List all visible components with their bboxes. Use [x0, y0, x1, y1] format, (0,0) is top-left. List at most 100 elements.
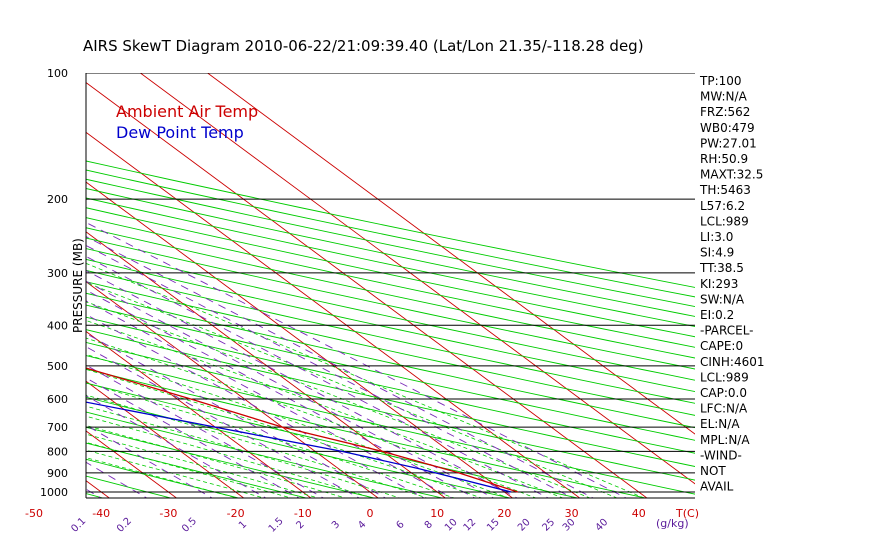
sounding-index: SI:4.9	[700, 246, 734, 260]
bottom-temp-tick-label: 0	[367, 507, 374, 520]
sounding-index: TT:38.5	[699, 261, 744, 275]
mixing-ratio-label: 4	[356, 519, 368, 531]
isotherm	[86, 181, 514, 498]
isotherm	[86, 380, 245, 498]
isotherm	[86, 281, 379, 498]
mixing-ratio-line	[86, 221, 628, 498]
pressure-tick-label: 700	[47, 421, 68, 434]
dry-adiabat	[86, 396, 512, 498]
pressure-tick-labels: 100 200 300 400 500 600 700 800 900 1000	[40, 67, 68, 499]
dry-adiabat	[86, 329, 695, 467]
sounding-index: CAP:0.0	[700, 386, 747, 400]
pressure-tick-label: 100	[47, 67, 68, 80]
sounding-index: LCL:989	[700, 370, 749, 384]
mixing-ratio-label: 40	[594, 517, 611, 534]
bottom-temp-tick-label: -20	[227, 507, 245, 520]
dry-adiabat	[86, 341, 695, 481]
dry-adiabat	[86, 426, 376, 498]
legend-ambient-air-temp: Ambient Air Temp	[116, 102, 258, 121]
sounding-index: FRZ:562	[700, 105, 750, 119]
sounding-index: SW:N/A	[700, 292, 745, 306]
pressure-tick-label: 300	[47, 267, 68, 280]
sounding-index: KI:293	[700, 277, 738, 291]
pressure-tick-label: 900	[47, 467, 68, 480]
isotherm	[86, 330, 312, 498]
mixing-ratio-label: 20	[516, 517, 533, 534]
mixing-ratio-label: 12	[462, 517, 479, 534]
mixing-ratio-label: 6	[395, 519, 407, 531]
dry-adiabat	[86, 207, 695, 338]
sounding-index: RH:50.9	[700, 152, 748, 166]
sounding-profiles	[86, 367, 518, 493]
isotherm	[86, 81, 648, 498]
mixing-ratio-line	[86, 269, 519, 498]
dry-adiabat	[86, 169, 695, 298]
sounding-index: WB0:479	[700, 121, 755, 135]
sounding-index: -WIND-	[700, 448, 742, 462]
sounding-index: CAPE:0	[700, 339, 743, 353]
bottom-temp-tick-label: -10	[294, 507, 312, 520]
dry-adiabat	[86, 160, 695, 288]
bottom-temp-tick-label: -50	[25, 507, 43, 520]
sounding-index: AVAIL	[700, 480, 734, 494]
mixing-ratio-line	[86, 244, 574, 498]
dry-adiabat	[86, 188, 695, 317]
sounding-index: NOT	[700, 464, 726, 478]
isotherm	[86, 131, 581, 498]
mixing-ratio-line	[86, 395, 267, 498]
isobar-lines	[86, 73, 695, 493]
dry-adiabat	[86, 258, 695, 393]
isotherm	[139, 73, 695, 485]
sounding-index: EL:N/A	[700, 417, 740, 431]
mixing-ratio-line	[86, 332, 387, 498]
mixing-ratio-line	[86, 424, 213, 498]
dry-adiabat	[86, 269, 695, 404]
dry-adiabat	[86, 355, 695, 495]
pressure-tick-label: 600	[47, 393, 68, 406]
bottom-temperature-ticks: -50 -40 -30 -20 -10 0 10 20 30 40	[25, 507, 646, 520]
dry-adiabat	[0, 54, 46, 501]
dry-adiabat	[86, 178, 695, 308]
mixing-ratio-line	[86, 346, 361, 498]
sounding-index: TP:100	[699, 74, 742, 88]
dry-adiabat	[86, 442, 308, 498]
sounding-index: TH:5463	[699, 183, 751, 197]
pressure-tick-label: 500	[47, 360, 68, 373]
mixing-ratio-lines	[86, 221, 628, 498]
bottom-temp-tick-label: 40	[632, 507, 646, 520]
pressure-tick-label: 800	[47, 445, 68, 458]
pressure-tick-label: 1000	[40, 486, 68, 499]
dry-adiabat	[86, 411, 444, 498]
bottom-temp-tick-label: 20	[497, 507, 511, 520]
dry-adiabat	[86, 217, 695, 348]
mixing-ratio-label: 8	[423, 519, 435, 531]
sounding-index: PW:27.01	[700, 136, 757, 150]
isotherm	[206, 73, 695, 435]
dry-adiabat	[86, 237, 695, 370]
dry-adiabat-lines	[0, 54, 695, 501]
sounding-index: L57:6.2	[700, 199, 745, 213]
mixing-ratio-label: 0.1	[69, 516, 88, 535]
dew-point-temp-line	[86, 401, 512, 493]
pressure-tick-label: 200	[47, 193, 68, 206]
sounding-index: CINH:4601	[700, 355, 765, 369]
mixing-ratio-label: 0.5	[180, 516, 199, 535]
sounding-index: LI:3.0	[700, 230, 733, 244]
sounding-index: -PARCEL-	[700, 324, 754, 338]
mixing-ratio-label: 10	[443, 517, 460, 534]
x-unit-label: T(C)	[675, 507, 699, 520]
legend: Ambient Air Temp Dew Point Temp	[116, 102, 258, 142]
sounding-index: MW:N/A	[700, 90, 748, 104]
dry-adiabat	[86, 197, 695, 327]
mixing-ratio-label: 25	[541, 517, 558, 534]
pressure-tick-label: 400	[47, 319, 68, 332]
sounding-index: EI:0.2	[700, 308, 734, 322]
mixing-ratio-label: 2	[294, 519, 306, 531]
mixing-ratio-label: 3	[330, 519, 342, 531]
sounding-index: MAXT:32.5	[700, 168, 763, 182]
chart-title: AIRS SkewT Diagram 2010-06-22/21:09:39.4…	[83, 37, 644, 55]
bottom-temp-tick-label: -40	[92, 507, 110, 520]
sounding-index: MPL:N/A	[700, 433, 750, 447]
